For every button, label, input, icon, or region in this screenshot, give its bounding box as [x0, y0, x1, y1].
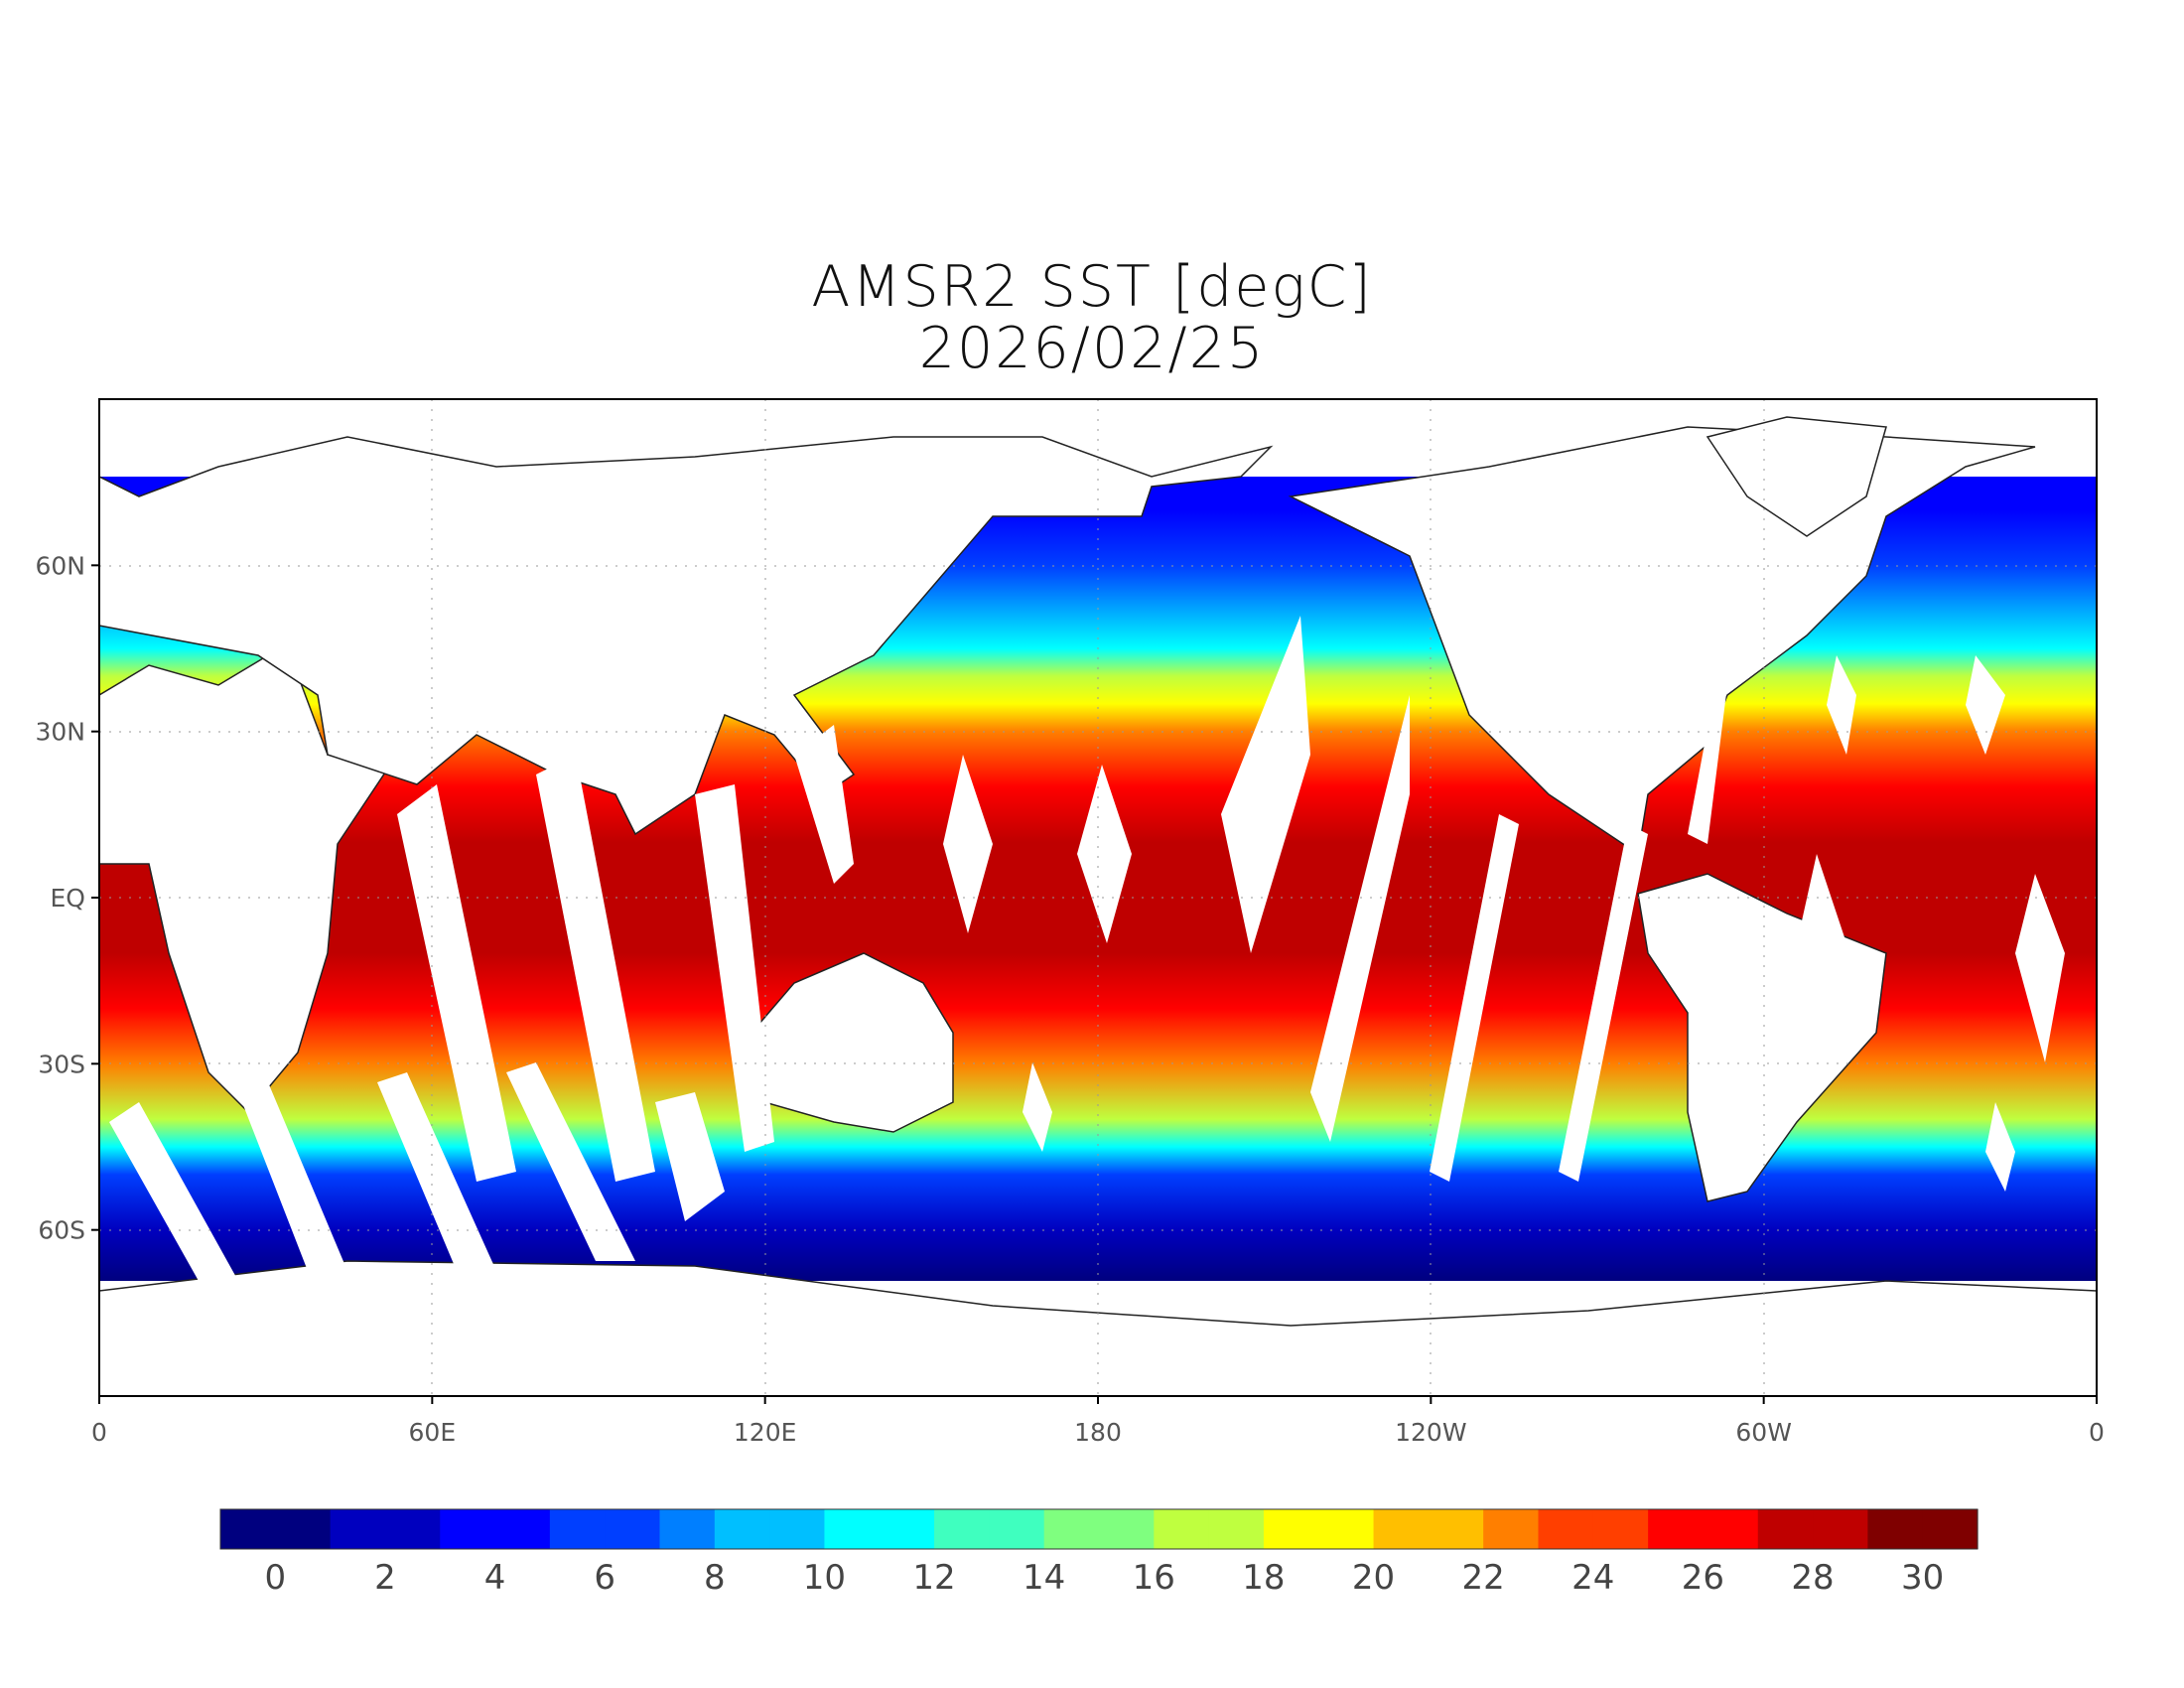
- swath-gap: [238, 1082, 347, 1271]
- swath-gap: [1221, 616, 1310, 953]
- colorbar-frame: [219, 1508, 1979, 1550]
- colorbar-swatch: [330, 1509, 386, 1549]
- swath-gap: [1077, 765, 1132, 943]
- swath-gap: [377, 1072, 496, 1271]
- colorbar-swatch: [605, 1509, 661, 1549]
- x-tick-label: 120W: [1395, 1418, 1466, 1447]
- swath-gap: [794, 725, 854, 884]
- swath-gap: [1797, 854, 1846, 1053]
- colorbar-swatch: [1922, 1509, 1979, 1549]
- land-eurasia: [99, 436, 1274, 836]
- x-tick-label: 60W: [1735, 1418, 1792, 1447]
- colorbar-swatch: [1483, 1509, 1540, 1549]
- x-tick-label: 120E: [734, 1418, 797, 1447]
- colorbar-swatch: [1154, 1509, 1210, 1549]
- colorbar-swatch: [824, 1509, 881, 1549]
- colorbar-label: 0: [264, 1558, 286, 1598]
- swath-gap: [1559, 824, 1648, 1182]
- colorbar-swatch: [1648, 1509, 1705, 1549]
- y-tick-label: 30S: [38, 1050, 85, 1078]
- swath-gap: [1310, 695, 1410, 1142]
- swath-gap: [943, 755, 993, 933]
- swath-gaps: [109, 616, 2065, 1281]
- y-tick-label: 60N: [35, 551, 85, 580]
- colorbar-swatch: [659, 1509, 716, 1549]
- y-tick-label: EQ: [51, 884, 85, 913]
- colorbar: 0 2 4 6 8 10 12 14 16 18 20 22 24 26 28 30: [219, 1508, 1979, 1598]
- swath-gap: [1023, 1062, 1052, 1152]
- colorbar-swatch: [989, 1509, 1045, 1549]
- colorbar-label: 22: [1462, 1558, 1505, 1598]
- colorbar-label: 12: [912, 1558, 955, 1598]
- swath-gap: [109, 1102, 238, 1281]
- land-masses: [99, 416, 2097, 1396]
- colorbar-swatch: [1373, 1509, 1430, 1549]
- x-tick-label: 0: [91, 1418, 107, 1447]
- swath-gap: [1966, 655, 2005, 755]
- map-date: 2026/02/25: [918, 316, 1266, 381]
- land-australia: [734, 952, 954, 1133]
- colorbar-swatch: [1703, 1509, 1759, 1549]
- swath-gap: [695, 784, 774, 1152]
- land-antarctica: [99, 1260, 2097, 1396]
- sst-field: [99, 399, 2097, 1396]
- swath-gap: [1430, 814, 1519, 1182]
- colorbar-label: 4: [484, 1558, 506, 1598]
- land-greenland: [1706, 416, 1887, 537]
- colorbar-swatch: [1592, 1509, 1649, 1549]
- swath-gap: [1827, 655, 1856, 755]
- colorbar-swatch: [220, 1509, 276, 1549]
- colorbar-swatch: [1428, 1509, 1484, 1549]
- colorbar-label: 10: [803, 1558, 846, 1598]
- colorbar-swatch: [879, 1509, 935, 1549]
- colorbar-swatch: [275, 1509, 332, 1549]
- colorbar-swatch: [384, 1509, 441, 1549]
- colorbar-label: 18: [1242, 1558, 1285, 1598]
- colorbar-swatch: [1208, 1509, 1265, 1549]
- colorbar-label: 16: [1133, 1558, 1175, 1598]
- colorbar-swatch: [1263, 1509, 1319, 1549]
- swath-gap: [506, 1062, 635, 1261]
- colorbar-label: 26: [1682, 1558, 1724, 1598]
- colorbar-swatch: [1043, 1509, 1100, 1549]
- colorbar-label: 2: [374, 1558, 396, 1598]
- colorbar-swatch: [1813, 1509, 1868, 1549]
- x-tick-label: 60E: [409, 1418, 457, 1447]
- colorbar-swatch: [934, 1509, 990, 1549]
- swath-gap: [1985, 1102, 2015, 1192]
- swath-gap: [2015, 874, 2065, 1062]
- colorbar-swatch: [440, 1509, 496, 1549]
- colorbar-swatch: [494, 1509, 551, 1549]
- x-tick-label: 0: [2089, 1418, 2105, 1447]
- colorbar-swatch: [1318, 1509, 1375, 1549]
- colorbar-label: 6: [594, 1558, 615, 1598]
- y-axis: 60N 30N EQ 30S 60S: [35, 551, 99, 1245]
- colorbar-label: 28: [1791, 1558, 1834, 1598]
- x-axis: 0 60E 120E 180 120W 60W 0: [91, 1396, 2105, 1447]
- colorbar-label: 14: [1023, 1558, 1065, 1598]
- swath-gap: [536, 755, 655, 1182]
- colorbar-swatch: [1757, 1509, 1814, 1549]
- swath-gap: [655, 1092, 725, 1221]
- colorbar-swatch: [1538, 1509, 1594, 1549]
- colorbar-swatch: [769, 1509, 826, 1549]
- colorbar-swatch: [1867, 1509, 1924, 1549]
- gridlines: [99, 399, 2097, 1396]
- x-tick-label: 180: [1074, 1418, 1122, 1447]
- swath-gap: [1688, 675, 1727, 844]
- map-title: AMSR2 SST [degC]: [811, 254, 1373, 320]
- colorbar-label: 20: [1352, 1558, 1395, 1598]
- y-tick-label: 60S: [38, 1216, 85, 1245]
- colorbar-swatch: [714, 1509, 770, 1549]
- colorbar-swatch: [549, 1509, 606, 1549]
- y-tick-label: 30N: [35, 718, 85, 747]
- swath-gap: [397, 784, 516, 1182]
- colorbar-swatch: [1099, 1509, 1155, 1549]
- colorbar-label: 8: [704, 1558, 726, 1598]
- colorbar-label: 24: [1571, 1558, 1614, 1598]
- colorbar-label: 30: [1901, 1558, 1944, 1598]
